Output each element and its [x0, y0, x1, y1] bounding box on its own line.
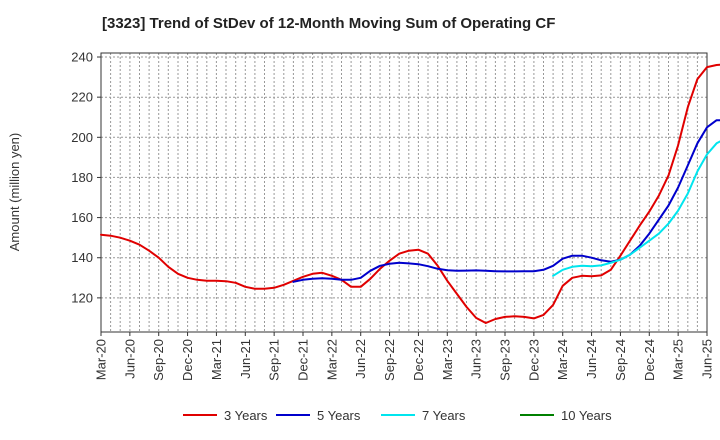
- x-tick-label: Sep-22: [382, 339, 397, 381]
- series-line-5-years: [292, 119, 720, 283]
- x-tick-label: Jun-20: [122, 339, 137, 379]
- legend: 3 Years 5 Years 7 Years 10 Years: [183, 408, 612, 423]
- x-tick-label: Jun-22: [353, 339, 368, 379]
- y-tick-label: 180: [71, 170, 93, 185]
- x-tick-label: Mar-21: [209, 339, 224, 380]
- legend-label-7-years: 7 Years: [422, 408, 466, 423]
- x-tick-label: Dec-23: [526, 339, 541, 381]
- x-tick-label: Sep-24: [613, 339, 628, 381]
- x-tick-label: Jun-21: [238, 339, 253, 379]
- y-tick-label: 140: [71, 250, 93, 265]
- legend-label-10-years: 10 Years: [561, 408, 612, 423]
- plot-area: [101, 53, 707, 332]
- x-tick-label: Mar-24: [555, 339, 570, 380]
- x-tick-label: Dec-21: [296, 339, 311, 381]
- x-tick-label: Jun-24: [584, 339, 599, 379]
- y-axis-label: Amount (million yen): [7, 133, 22, 252]
- legend-label-3-years: 3 Years: [224, 408, 268, 423]
- x-axis-ticks: Mar-20 Jun-20 Sep-20 Dec-20 Mar-21 Jun-21 Sep-…: [94, 332, 715, 381]
- x-tick-label: Dec-22: [411, 339, 426, 381]
- x-tick-label: Mar-23: [440, 339, 455, 380]
- series-line-7-years: [552, 140, 720, 277]
- x-tick-label: Dec-24: [642, 339, 657, 381]
- x-tick-label: Mar-20: [94, 339, 109, 380]
- chart-title: [3323] Trend of StDev of 12-Month Moving…: [102, 15, 555, 32]
- y-tick-label: 160: [71, 210, 93, 225]
- legend-label-5-years: 5 Years: [317, 408, 361, 423]
- y-tick-label: 220: [71, 90, 93, 105]
- y-tick-label: 240: [71, 50, 93, 65]
- series-lines: [100, 63, 720, 324]
- x-tick-label: Mar-22: [324, 339, 339, 380]
- x-tick-label: Sep-20: [151, 339, 166, 381]
- grid-lines: [101, 53, 707, 332]
- series-line-3-years: [100, 63, 720, 324]
- y-tick-label: 200: [71, 130, 93, 145]
- x-tick-label: Dec-20: [180, 339, 195, 381]
- x-tick-label: Mar-25: [671, 339, 686, 380]
- y-axis-ticks: 120 140 160 180 200 220 240: [71, 50, 101, 305]
- x-tick-label: Sep-23: [498, 339, 513, 381]
- x-tick-label: Jun-23: [469, 339, 484, 379]
- y-tick-label: 120: [71, 290, 93, 305]
- x-tick-label: Sep-21: [267, 339, 282, 381]
- x-tick-label: Jun-25: [700, 339, 715, 379]
- plot-frame: [100, 52, 708, 333]
